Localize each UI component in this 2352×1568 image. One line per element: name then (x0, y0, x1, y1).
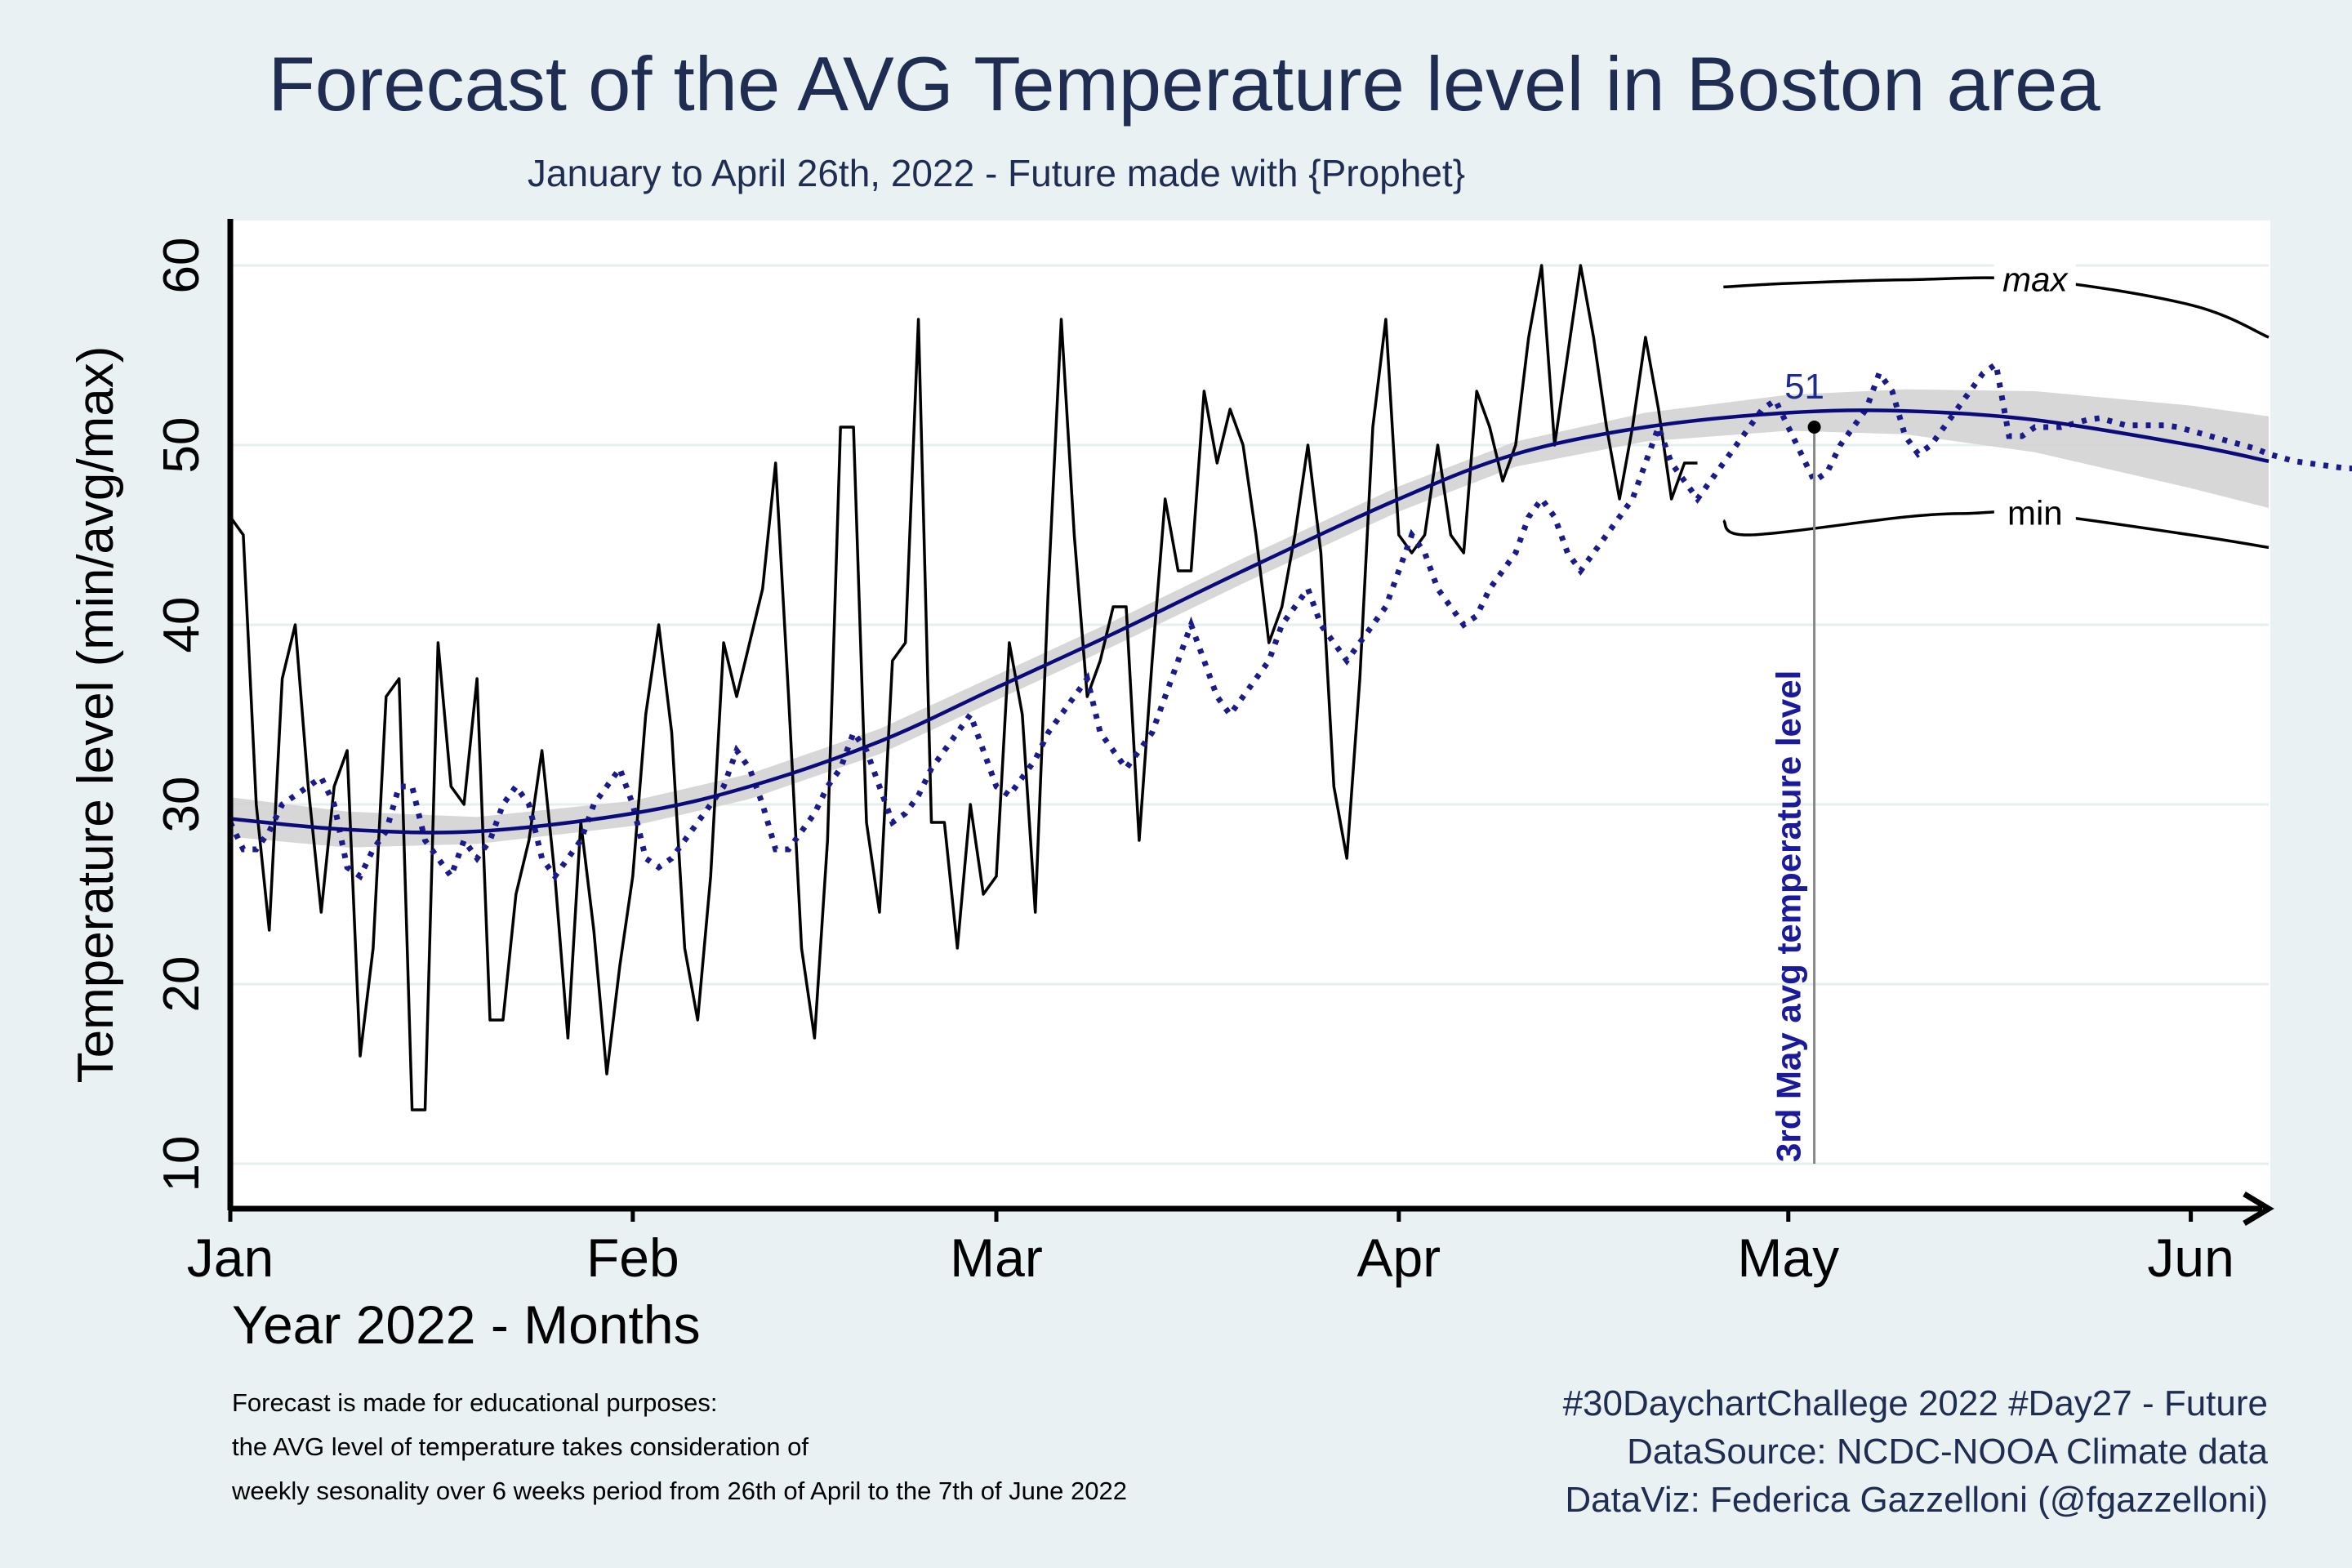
x-tick-label-mar: Mar (950, 1227, 1043, 1288)
x-axis-arrow-icon (2243, 1191, 2274, 1227)
x-tick-label-may: May (1737, 1227, 1839, 1288)
y-tick-label-50: 50 (154, 417, 210, 474)
x-tick-label-feb: Feb (586, 1227, 679, 1288)
plot-panel (229, 220, 2270, 1209)
trend-line (229, 408, 2270, 835)
confidence-band-group (230, 389, 2269, 848)
annotation-group: max min 51 3rd May avg temperature level (1722, 258, 2270, 1164)
y-tick-label-10: 10 (154, 1136, 210, 1192)
min-line (1722, 510, 2270, 550)
series-group (227, 264, 2352, 1111)
annotation-value-label: 51 (1784, 367, 1824, 407)
x-axis-label: Year 2022 - Months (232, 1294, 701, 1355)
observed-temperature-line (229, 264, 1698, 1111)
y-axis-label: Temperature level (min/avg/max) (68, 346, 124, 1084)
caption-line-2: DataSource: NCDC-NOOA Climate data (1627, 1432, 2268, 1472)
chart-title: Forecast of the AVG Temperature level in… (268, 41, 2100, 127)
max-label: max (2002, 261, 2069, 299)
chart-subtitle: January to April 26th, 2022 - Future mad… (528, 152, 1465, 194)
note-line-3: weekly sesonality over 6 weeks period fr… (231, 1477, 1127, 1505)
annotation-point (1807, 421, 1821, 434)
axis-ticks-group: 10 20 30 40 50 60 Jan Feb Mar Apr May Jun (154, 238, 2234, 1288)
y-tick-label-40: 40 (154, 597, 210, 653)
max-label-bg (1993, 258, 2076, 301)
y-tick-label-20: 20 (154, 956, 210, 1013)
max-line (1723, 276, 2270, 339)
caption-line-1: #30DaychartChallege 2022 #Day27 - Future (1563, 1383, 2268, 1423)
confidence-band (230, 389, 2269, 848)
min-label-bg (1993, 492, 2076, 535)
note-line-2: the AVG level of temperature takes consi… (232, 1432, 808, 1461)
note-line-1: Forecast is made for educational purpose… (232, 1388, 717, 1417)
caption-line-3: DataViz: Federica Gazzelloni (@fgazzello… (1565, 1480, 2268, 1520)
annotation-label: 3rd May avg temperature level (1770, 670, 1808, 1162)
y-tick-label-30: 30 (154, 777, 210, 833)
x-tick-label-apr: Apr (1356, 1227, 1441, 1288)
x-tick-label-jan: Jan (187, 1227, 274, 1288)
x-tick-label-jun: Jun (2147, 1227, 2234, 1288)
min-label: min (2007, 494, 2063, 532)
y-tick-label-60: 60 (154, 238, 210, 294)
